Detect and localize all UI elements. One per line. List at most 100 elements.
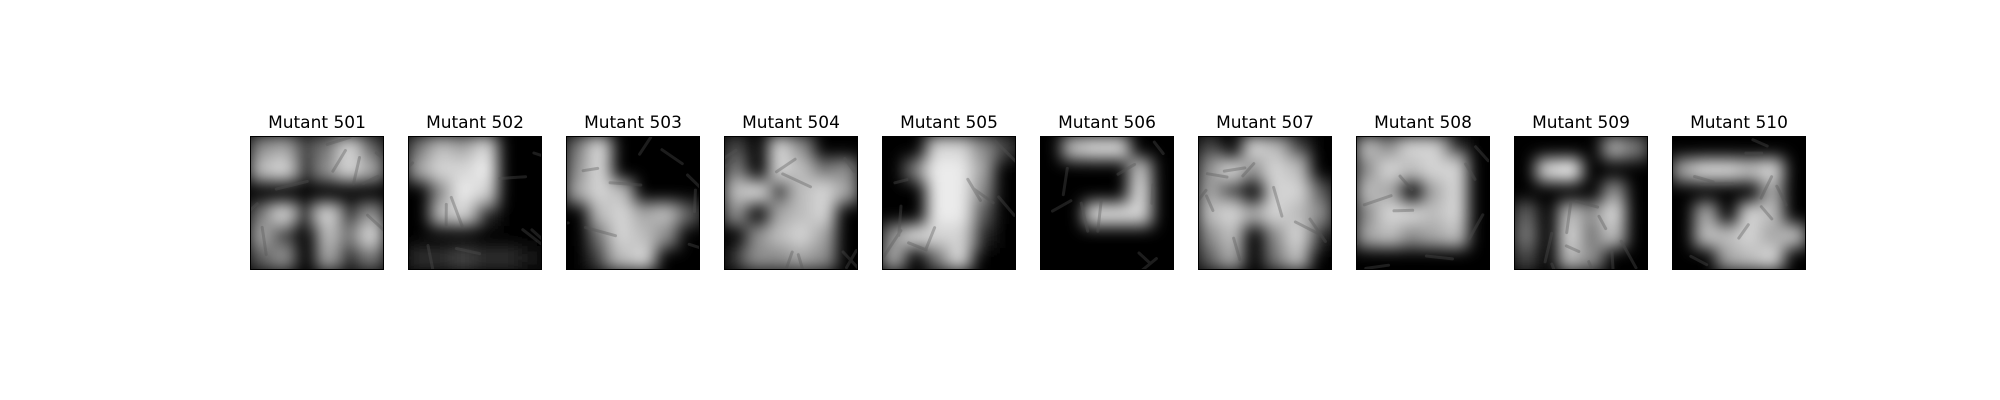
mask-cell xyxy=(1738,224,1762,248)
mask-cell xyxy=(1716,246,1740,269)
mask-cell xyxy=(1199,137,1222,160)
texture-stroke xyxy=(1424,254,1454,261)
mask-cell xyxy=(1286,246,1310,269)
mask-cell xyxy=(1062,137,1086,160)
mutant-image xyxy=(1356,136,1490,270)
mask-cell xyxy=(409,158,432,182)
mask-cell xyxy=(1286,158,1310,182)
texture-stroke xyxy=(1467,213,1485,241)
panel-title: Mutant 505 xyxy=(900,113,998,133)
mask-cell xyxy=(768,224,792,248)
mask-cell xyxy=(1580,202,1604,226)
mask-cell xyxy=(360,246,383,269)
mask-cell xyxy=(1128,158,1152,182)
texture-stroke xyxy=(1116,162,1137,176)
mask-cell xyxy=(632,202,656,226)
mask-cell xyxy=(790,180,814,204)
mask-cell xyxy=(1264,202,1288,226)
mask-cell xyxy=(409,137,432,160)
texture-stroke xyxy=(1597,214,1608,231)
mask-cell xyxy=(1378,137,1402,160)
mask-cell xyxy=(452,246,476,269)
mutant-image-svg xyxy=(1673,137,1805,269)
mask-cell xyxy=(746,246,770,269)
mask-cell xyxy=(1400,224,1424,248)
mask-cell xyxy=(474,246,498,269)
mask-cell xyxy=(1738,202,1762,226)
texture-layer xyxy=(1543,199,1638,269)
mask-cell xyxy=(1264,224,1288,248)
mask-cell xyxy=(338,158,362,182)
mask-cell xyxy=(452,158,476,182)
mask-cell xyxy=(1199,202,1222,226)
texture-stroke xyxy=(1205,172,1229,179)
texture-stroke xyxy=(1137,251,1151,264)
mask-cell xyxy=(1536,158,1560,182)
mask-cell xyxy=(1444,202,1468,226)
texture-stroke xyxy=(1392,208,1415,213)
mutant-image-svg xyxy=(409,137,541,269)
mutant-image xyxy=(408,136,542,270)
texture-stroke xyxy=(725,148,738,160)
panel-title: Mutant 501 xyxy=(268,113,366,133)
mask-cell xyxy=(1558,246,1582,269)
mask-cell xyxy=(567,137,590,160)
mask-cell xyxy=(1378,180,1402,204)
mask-cell xyxy=(1602,137,1626,160)
mutant-image-svg xyxy=(251,137,383,269)
texture-stroke xyxy=(331,149,347,173)
mask-cell xyxy=(948,246,972,269)
mask-cell xyxy=(746,180,770,204)
mask-cell xyxy=(474,180,498,204)
mask-layer xyxy=(1673,158,1805,269)
mutant-image-svg xyxy=(1357,137,1489,269)
mask-cell xyxy=(316,246,340,269)
mask-cell xyxy=(1199,224,1222,248)
mask-cell xyxy=(768,202,792,226)
mask-cell xyxy=(1308,180,1331,204)
texture-stroke xyxy=(1232,236,1242,262)
mask-layer xyxy=(1357,137,1468,248)
mask-cell xyxy=(1558,202,1582,226)
texture-layer xyxy=(725,148,857,269)
mask-cell xyxy=(360,202,383,226)
mask-cell xyxy=(1602,224,1626,248)
texture-stroke xyxy=(1737,223,1750,240)
mask-cell xyxy=(1286,137,1310,160)
mask-cell xyxy=(588,180,612,204)
mask-cell xyxy=(272,246,296,269)
mask-layer xyxy=(1062,137,1152,226)
mask-cell xyxy=(1400,158,1424,182)
texture-layer xyxy=(1689,138,1788,267)
mask-cell xyxy=(1378,158,1402,182)
mask-cell xyxy=(1602,180,1626,204)
mask-cell xyxy=(1242,202,1266,226)
mask-cell xyxy=(1444,180,1468,204)
mask-cell xyxy=(1422,158,1446,182)
mask-cell xyxy=(1782,224,1805,248)
mask-cell xyxy=(725,158,748,182)
mask-cell xyxy=(474,137,498,160)
mask-cell xyxy=(251,158,274,182)
mask-cell xyxy=(1357,202,1380,226)
texture-stroke xyxy=(1141,257,1158,269)
mask-cell xyxy=(1422,180,1446,204)
mask-cell xyxy=(1128,180,1152,204)
mask-cell xyxy=(970,202,994,226)
mask-cell xyxy=(316,137,340,160)
texture-stroke xyxy=(686,173,699,189)
mask-cell xyxy=(1694,202,1718,226)
mask-cell xyxy=(768,246,792,269)
texture-stroke xyxy=(994,139,1015,163)
texture-stroke xyxy=(426,244,435,269)
texture-stroke xyxy=(374,151,383,161)
texture-stroke xyxy=(1362,194,1393,207)
mask-cell xyxy=(1444,158,1468,182)
mask-cell xyxy=(676,202,699,226)
mask-cell xyxy=(1199,180,1222,204)
mask-cell xyxy=(904,224,928,248)
mask-cell xyxy=(1220,180,1244,204)
mask-cell xyxy=(948,158,972,182)
texture-stroke xyxy=(449,195,464,228)
mask-cell xyxy=(926,180,950,204)
